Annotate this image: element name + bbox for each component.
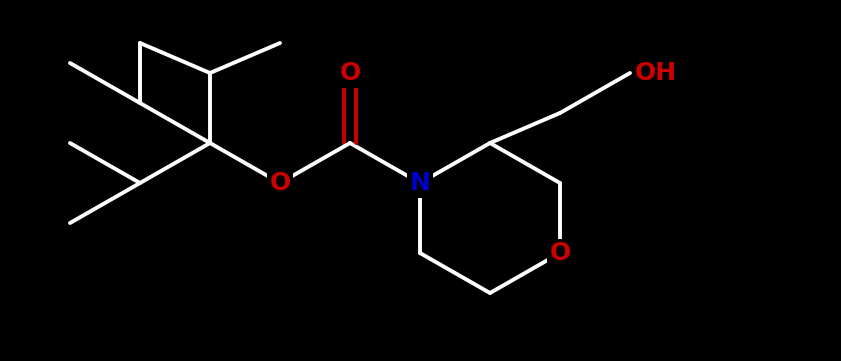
- Text: N: N: [410, 171, 431, 195]
- Text: O: O: [549, 241, 571, 265]
- Text: OH: OH: [635, 61, 677, 85]
- Text: O: O: [269, 171, 291, 195]
- Text: O: O: [340, 61, 361, 85]
- Text: O: O: [549, 241, 571, 265]
